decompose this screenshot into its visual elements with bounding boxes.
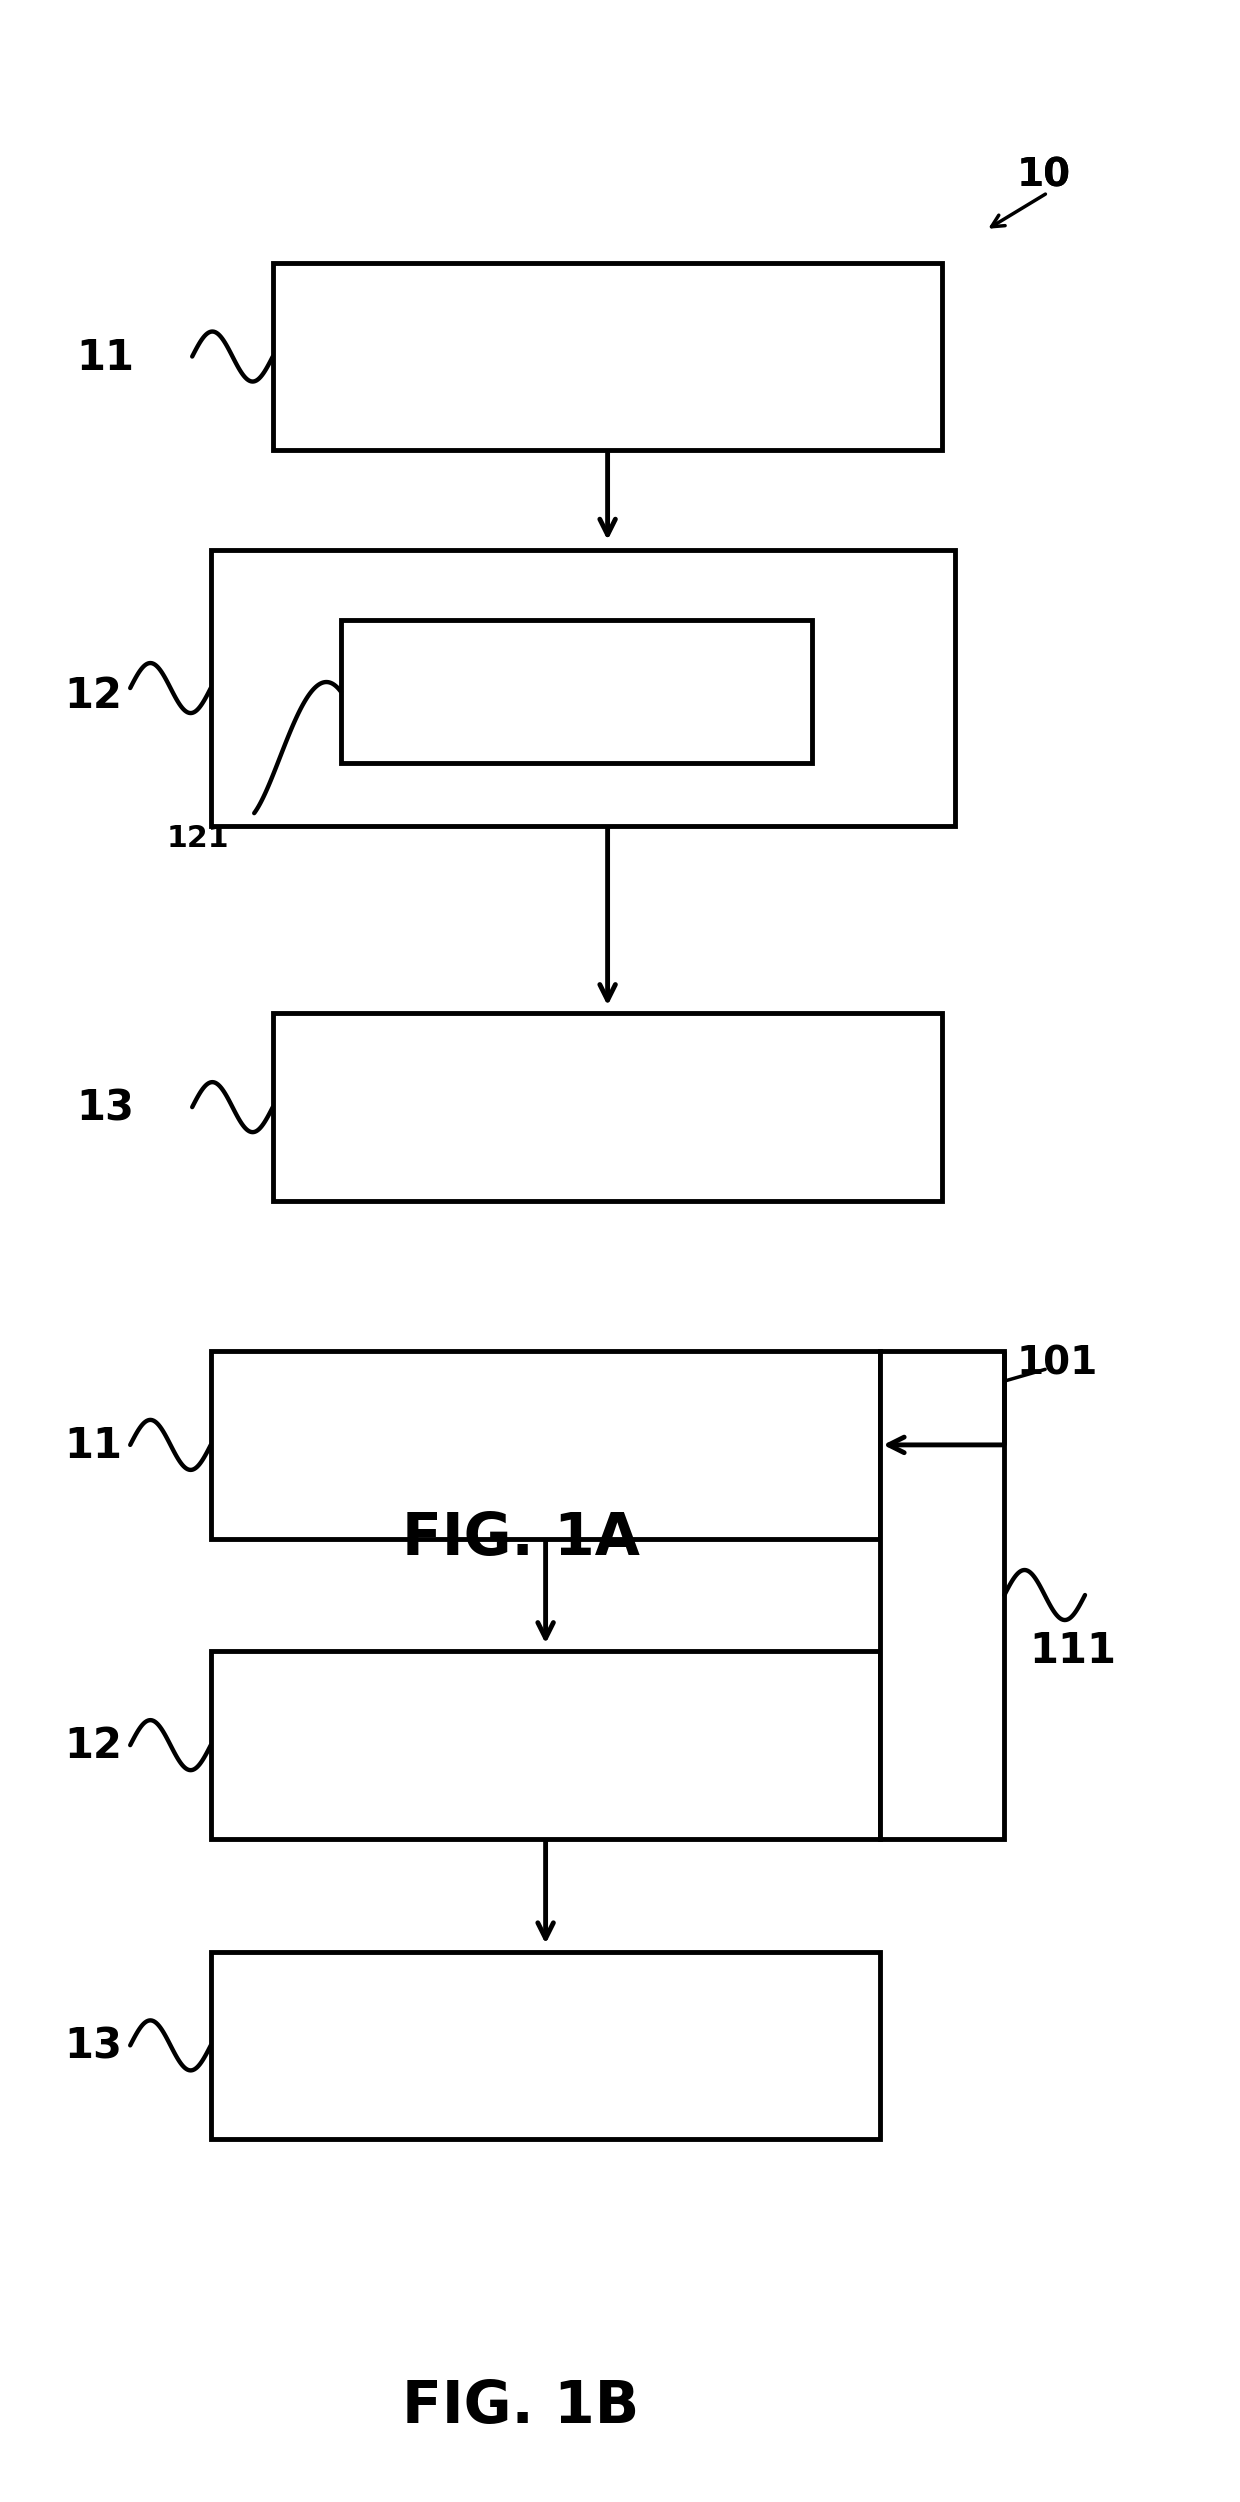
FancyBboxPatch shape [211,550,955,826]
FancyBboxPatch shape [211,1651,880,1839]
FancyBboxPatch shape [211,1952,880,2139]
Text: 13: 13 [77,1088,134,1128]
Text: 111: 111 [1029,1631,1116,1671]
FancyBboxPatch shape [880,1351,1004,1839]
Text: 121: 121 [167,823,229,853]
Text: 12: 12 [64,676,122,716]
Text: 10: 10 [1017,155,1071,195]
Text: 10: 10 [1017,155,1071,195]
Text: 13: 13 [64,2027,122,2067]
FancyBboxPatch shape [341,620,812,763]
FancyBboxPatch shape [211,1351,880,1539]
Text: 101: 101 [1017,1344,1099,1384]
Text: 12: 12 [64,1726,122,1766]
Text: 11: 11 [77,338,134,378]
Text: 11: 11 [64,1426,122,1466]
FancyBboxPatch shape [273,263,942,450]
FancyBboxPatch shape [273,1013,942,1201]
Text: FIG. 1B: FIG. 1B [402,2379,640,2434]
Text: FIG. 1A: FIG. 1A [402,1511,640,1566]
